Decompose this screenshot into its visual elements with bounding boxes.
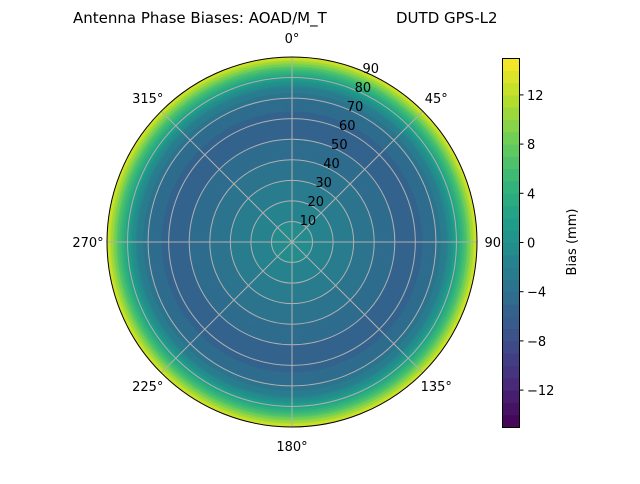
polar-grid [107, 57, 477, 427]
colorbar-tick-label: 0 [527, 237, 535, 252]
theta-gridline [291, 241, 424, 374]
r-tick-label: 50 [331, 138, 348, 153]
colorbar-level [502, 279, 520, 293]
chart-title-right: DUTD GPS-L2 [396, 9, 498, 27]
colorbar-level [502, 156, 520, 170]
colorbar-level [502, 402, 520, 416]
colorbar-level [502, 414, 520, 428]
polar-frame [106, 56, 478, 428]
colorbar-level [502, 168, 520, 182]
colorbar-label: Bias (mm) [565, 209, 580, 276]
theta-tick-label: 0° [285, 32, 300, 47]
colorbar-level [502, 291, 520, 305]
colorbar-ticks: −12 −8 −4 0 4 8 12 [519, 89, 554, 399]
colorbar-level [502, 144, 520, 157]
colorbar-level [502, 340, 520, 354]
colorbar-level [502, 377, 520, 391]
r-tick-label: 70 [347, 100, 364, 115]
r-tick-label: 90 [363, 62, 380, 77]
r-tick-label: 10 [300, 214, 317, 229]
colorbar-tick-label: 4 [527, 187, 535, 202]
colorbar [502, 58, 520, 428]
theta-tick-label: 315° [132, 92, 163, 107]
colorbar-tick-label: 12 [527, 89, 544, 104]
chart-title-left: Antenna Phase Biases: AOAD/M_T [73, 9, 328, 28]
r-tick-label: 30 [315, 176, 332, 191]
colorbar-level [502, 58, 520, 71]
theta-tick-label: 270° [72, 236, 103, 251]
colorbar-tick-label: −4 [527, 286, 546, 301]
colorbar-tick-label: −8 [527, 335, 546, 350]
colorbar-level [502, 316, 520, 330]
colorbar-tick-label: −12 [527, 384, 554, 399]
colorbar-level [502, 328, 520, 342]
colorbar-level [502, 205, 520, 219]
colorbar-level [502, 304, 520, 317]
colorbar-level [502, 82, 520, 96]
theta-gridline [160, 241, 293, 374]
theta-tick-label: 180° [276, 440, 307, 455]
colorbar-level [502, 242, 520, 256]
colorbar-level [502, 390, 520, 403]
theta-gridline [160, 110, 293, 243]
colorbar-level [502, 230, 520, 243]
r-tick-label: 40 [323, 157, 340, 172]
colorbar-level [502, 267, 520, 280]
colorbar-level [502, 353, 520, 366]
colorbar-level [502, 181, 520, 194]
theta-tick-labels: 0° 45° 90° 135° 180° 225° 270° 315° [72, 32, 507, 455]
colorbar-level [502, 254, 520, 268]
colorbar-level [502, 365, 520, 379]
colorbar-level [502, 131, 520, 145]
theta-tick-label: 225° [132, 380, 163, 395]
colorbar-level [502, 107, 520, 120]
colorbar-level [502, 193, 520, 207]
r-tick-label: 20 [307, 195, 324, 210]
colorbar-level [502, 70, 520, 84]
theta-tick-label: 90° [484, 236, 507, 251]
theta-tick-label: 135° [421, 380, 452, 395]
colorbar-level [502, 94, 520, 108]
r-tick-label: 60 [339, 119, 356, 134]
theta-tick-label: 45° [425, 92, 448, 107]
colorbar-level [502, 119, 520, 133]
colorbar-level [502, 217, 520, 231]
r-tick-label: 80 [355, 81, 372, 96]
r-tick-labels: 10 20 30 40 50 60 70 80 90 [300, 62, 379, 229]
colorbar-tick-label: 8 [527, 138, 535, 153]
theta-gridline [291, 110, 424, 243]
